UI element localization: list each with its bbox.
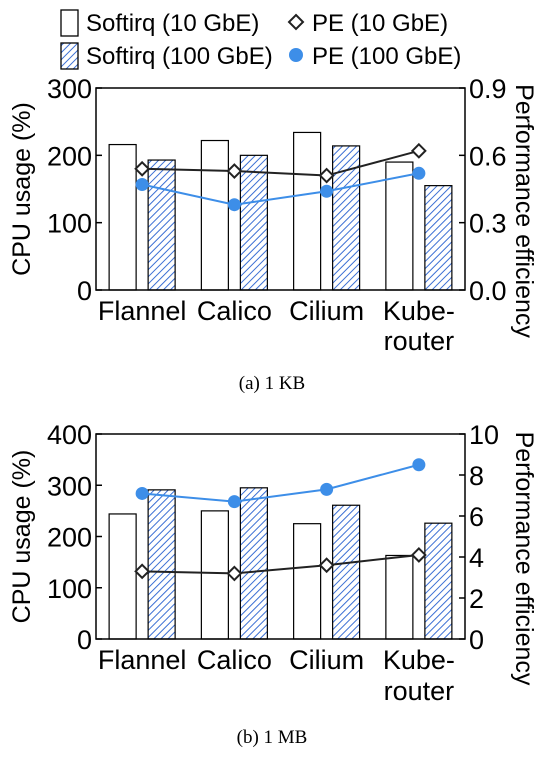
y-axis-title-left: CPU usage (%) [8, 450, 36, 624]
left-tick-label-1: 100 [47, 574, 92, 604]
x-tick-label-2-0: Cilium [289, 645, 364, 675]
bar-softirq-10gbe-0 [108, 143, 137, 291]
legend-label-3: PE (100 GbE) [312, 43, 461, 70]
bar-softirq-100gbe-0 [147, 489, 176, 640]
legend-circle-marker-3 [289, 48, 303, 62]
x-tick-label-3-0: Kube- [383, 645, 455, 675]
left-tick-label-0: 0 [77, 625, 92, 655]
legend-swatch-2 [60, 42, 79, 70]
x-tick-label-3-1: router [384, 326, 455, 356]
legend-label-2: Softirq (100 GbE) [86, 43, 273, 70]
point-pe-10gbe-3 [410, 547, 427, 563]
left-tick-label-3: 300 [47, 471, 92, 501]
right-tick-label-2: 0.6 [469, 141, 507, 171]
right-tick-label-1: 2 [469, 584, 484, 614]
line-pe-100gbe [141, 172, 420, 206]
point-pe-10gbe-1 [226, 163, 243, 179]
left-tick-label-4: 400 [47, 420, 92, 450]
x-tick-label-1-0: Calico [197, 296, 272, 326]
right-tick-label-5: 10 [469, 420, 499, 450]
bar-softirq-100gbe-0 [147, 159, 176, 291]
left-tick-label-3: 300 [47, 74, 92, 104]
bar-softirq-10gbe-1 [200, 510, 229, 640]
point-pe-100gbe-3 [412, 166, 426, 180]
bar-softirq-10gbe-0 [108, 513, 137, 640]
legend-diamond-marker-1 [287, 13, 305, 31]
point-pe-100gbe-3 [412, 458, 426, 472]
y-axis-title-left: CPU usage (%) [8, 102, 36, 276]
right-tick-label-2: 4 [469, 543, 484, 573]
right-tick-label-0: 0 [469, 625, 484, 655]
y-axis-title-right: Performance efficiency [510, 84, 538, 338]
point-pe-100gbe-1 [227, 495, 241, 509]
point-pe-100gbe-1 [227, 198, 241, 212]
line-pe-10gbe [142, 553, 419, 575]
x-tick-label-2-0: Cilium [289, 296, 364, 326]
right-tick-label-1: 0.3 [469, 209, 507, 239]
left-tick-label-2: 200 [47, 141, 92, 171]
point-pe-10gbe-2 [318, 557, 335, 574]
legend-label-0: Softirq (10 GbE) [86, 10, 259, 37]
legend-swatch-0 [60, 9, 79, 37]
point-pe-100gbe-2 [320, 482, 334, 496]
bar-softirq-100gbe-1 [239, 487, 268, 640]
x-tick-label-3-0: Kube- [383, 296, 455, 326]
x-tick-label-0-0: Flannel [98, 296, 187, 326]
legend-label-1: PE (10 GbE) [312, 10, 448, 37]
line-pe-100gbe [142, 463, 420, 503]
left-tick-label-2: 200 [47, 523, 92, 553]
left-tick-label-1: 100 [47, 209, 92, 239]
right-tick-label-4: 8 [469, 461, 484, 491]
bar-softirq-10gbe-3 [385, 554, 414, 640]
right-tick-label-3: 6 [469, 502, 484, 532]
point-pe-10gbe-2 [318, 167, 335, 184]
point-pe-100gbe-0 [135, 178, 149, 192]
chart-panel-a: 0 100 200 300 0.0 0.3 0.6 0.9 Flannel Calico Ciliu… [8, 74, 538, 394]
right-tick-label-0: 0.0 [469, 276, 507, 306]
bar-softirq-100gbe-2 [332, 504, 361, 640]
caption: (b) 1 MB [237, 727, 308, 748]
y-axis-title-right: Performance efficiency [510, 432, 538, 686]
plot-frame [95, 87, 466, 291]
chart-panel-b: 0 100 200 300 400 0 2 4 6 8 10 Flannel Calico Cilium K… [8, 420, 538, 748]
point-pe-10gbe-1 [226, 565, 243, 582]
left-tick-label-0: 0 [77, 276, 92, 306]
bar-softirq-100gbe-1 [239, 154, 268, 291]
line-pe-10gbe [142, 149, 420, 177]
point-pe-100gbe-0 [135, 486, 149, 500]
bar-softirq-10gbe-3 [385, 161, 414, 291]
point-pe-100gbe-2 [320, 184, 334, 198]
point-pe-10gbe-0 [134, 160, 151, 177]
x-tick-label-1-0: Calico [197, 645, 272, 675]
bar-softirq-10gbe-2 [293, 131, 322, 291]
legend: Softirq (10 GbE) PE (10 GbE) Softirq (100 … [60, 9, 461, 70]
caption: (a) 1 KB [239, 373, 305, 394]
bar-softirq-10gbe-1 [200, 139, 229, 291]
right-tick-label-3: 0.9 [469, 74, 507, 104]
bar-softirq-100gbe-3 [424, 522, 453, 640]
x-tick-label-3-1: router [384, 676, 455, 706]
x-tick-label-0-0: Flannel [98, 645, 187, 675]
point-pe-10gbe-3 [410, 142, 427, 159]
bar-softirq-10gbe-2 [293, 523, 322, 640]
point-pe-10gbe-0 [134, 563, 151, 580]
bar-softirq-100gbe-3 [424, 185, 453, 291]
